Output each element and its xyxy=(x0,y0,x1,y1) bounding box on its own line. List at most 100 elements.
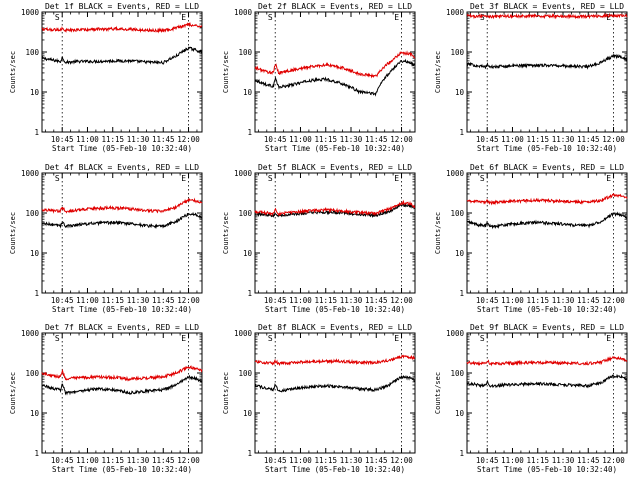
y-tick-label: 1 xyxy=(34,449,39,458)
x-tick-label: 12:00 xyxy=(602,296,625,305)
panel-title: Det 7f BLACK = Events, RED = LLD xyxy=(45,323,199,332)
y-tick-label: 1000 xyxy=(446,169,465,178)
x-tick-label: 11:00 xyxy=(76,296,99,305)
y-axis-label: Counts/sec xyxy=(434,212,442,254)
y-tick-label: 10 xyxy=(30,249,40,258)
panel-title: Det 9f BLACK = Events, RED = LLD xyxy=(470,323,624,332)
x-tick-label: 11:15 xyxy=(101,296,124,305)
plot-frame xyxy=(41,172,203,294)
series-line-events xyxy=(41,374,203,396)
x-axis-label: Start Time (05-Feb-10 10:32:40) xyxy=(52,305,192,314)
plot-frame xyxy=(466,11,628,133)
y-tick-label: 10 xyxy=(30,88,40,97)
x-tick-label: 11:15 xyxy=(526,135,549,144)
y-axis-label: Counts/sec xyxy=(9,51,17,93)
x-tick-label: 11:15 xyxy=(314,135,337,144)
x-tick-label: 11:45 xyxy=(152,296,175,305)
y-tick-label: 10 xyxy=(243,409,253,418)
x-tick-label: 11:30 xyxy=(127,135,150,144)
y-tick-label: 100 xyxy=(238,209,252,218)
plot-frame xyxy=(466,332,628,454)
y-axis-label: Counts/sec xyxy=(222,212,230,254)
x-axis-label: Start Time (05-Feb-10 10:32:40) xyxy=(52,144,192,153)
y-tick-label: 10 xyxy=(455,409,465,418)
series-line-lld xyxy=(254,50,416,79)
marker-label-S: S xyxy=(55,13,60,22)
y-axis-label: Counts/sec xyxy=(9,372,17,414)
series-line-lld xyxy=(254,354,416,367)
marker-label-S: S xyxy=(268,334,273,343)
series-line-events xyxy=(466,373,628,389)
y-tick-label: 100 xyxy=(25,209,39,218)
series-line-lld xyxy=(41,365,203,382)
x-tick-label: 12:00 xyxy=(177,135,200,144)
marker-label-E: E xyxy=(181,334,186,343)
x-axis-label: Start Time (05-Feb-10 10:32:40) xyxy=(265,305,405,314)
x-tick-label: 11:15 xyxy=(526,456,549,465)
y-tick-label: 1 xyxy=(459,289,464,298)
x-tick-label: 12:00 xyxy=(390,296,413,305)
marker-label-E: E xyxy=(394,13,399,22)
x-tick-label: 10:45 xyxy=(51,135,74,144)
marker-label-E: E xyxy=(394,174,399,183)
y-tick-label: 1000 xyxy=(446,8,465,17)
x-tick-label: 11:45 xyxy=(152,135,175,144)
series-line-lld xyxy=(41,197,203,214)
y-tick-label: 1 xyxy=(34,289,39,298)
series-line-lld xyxy=(466,192,628,206)
plot-frame xyxy=(41,11,203,133)
y-tick-label: 100 xyxy=(238,369,252,378)
series-line-lld xyxy=(41,21,203,34)
panel-1: Det 1f BLACK = Events, RED = LLD 1 10 100 10… xyxy=(9,2,203,153)
x-tick-label: 12:00 xyxy=(602,456,625,465)
x-axis-label: Start Time (05-Feb-10 10:32:40) xyxy=(477,465,617,474)
marker-label-S: S xyxy=(480,174,485,183)
x-tick-label: 11:15 xyxy=(526,296,549,305)
y-tick-label: 100 xyxy=(450,48,464,57)
x-tick-label: 11:45 xyxy=(365,135,388,144)
y-tick-label: 1 xyxy=(247,128,252,137)
x-tick-label: 10:45 xyxy=(476,135,499,144)
x-tick-label: 11:00 xyxy=(76,456,99,465)
panel-9: Det 9f BLACK = Events, RED = LLD 1 10 100 10… xyxy=(434,323,628,474)
marker-label-E: E xyxy=(394,334,399,343)
panel-title: Det 6f BLACK = Events, RED = LLD xyxy=(470,163,624,172)
y-tick-label: 10 xyxy=(455,249,465,258)
plot-frame xyxy=(254,11,416,133)
x-tick-label: 11:30 xyxy=(552,135,575,144)
x-tick-label: 10:45 xyxy=(476,296,499,305)
series-line-events xyxy=(41,211,203,229)
x-tick-label: 12:00 xyxy=(390,456,413,465)
marker-label-S: S xyxy=(55,334,60,343)
plot-frame xyxy=(254,172,416,294)
y-tick-label: 1000 xyxy=(234,329,253,338)
x-tick-label: 11:30 xyxy=(340,296,363,305)
y-tick-label: 10 xyxy=(243,249,253,258)
panel-8: Det 8f BLACK = Events, RED = LLD 1 10 100 10… xyxy=(222,323,416,474)
x-tick-label: 11:45 xyxy=(577,456,600,465)
panel-title: Det 8f BLACK = Events, RED = LLD xyxy=(258,323,412,332)
x-tick-label: 10:45 xyxy=(264,135,287,144)
x-tick-label: 10:45 xyxy=(264,296,287,305)
series-line-events xyxy=(466,53,628,70)
x-tick-label: 10:45 xyxy=(51,456,74,465)
x-axis-label: Start Time (05-Feb-10 10:32:40) xyxy=(477,144,617,153)
x-tick-label: 11:00 xyxy=(289,135,312,144)
marker-label-S: S xyxy=(55,174,60,183)
panel-title: Det 4f BLACK = Events, RED = LLD xyxy=(45,163,199,172)
y-tick-label: 1000 xyxy=(234,8,253,17)
series-line-events xyxy=(466,211,628,230)
y-tick-label: 1000 xyxy=(21,169,40,178)
y-tick-label: 1 xyxy=(247,289,252,298)
x-tick-label: 12:00 xyxy=(602,135,625,144)
x-tick-label: 11:15 xyxy=(314,296,337,305)
x-tick-label: 11:00 xyxy=(501,456,524,465)
x-tick-label: 11:45 xyxy=(152,456,175,465)
y-tick-label: 100 xyxy=(450,209,464,218)
y-tick-label: 1000 xyxy=(446,329,465,338)
series-line-events xyxy=(254,58,416,97)
x-tick-label: 11:00 xyxy=(76,135,99,144)
y-tick-label: 100 xyxy=(450,369,464,378)
x-axis-label: Start Time (05-Feb-10 10:32:40) xyxy=(265,144,405,153)
